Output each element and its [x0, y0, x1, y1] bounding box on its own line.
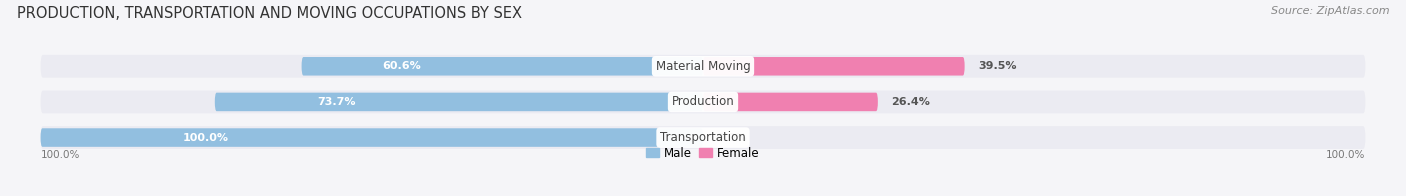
- Text: 26.4%: 26.4%: [891, 97, 929, 107]
- FancyBboxPatch shape: [41, 126, 1365, 149]
- Text: 100.0%: 100.0%: [1326, 150, 1365, 160]
- Legend: Male, Female: Male, Female: [641, 142, 765, 164]
- Text: Transportation: Transportation: [661, 131, 745, 144]
- Text: 73.7%: 73.7%: [318, 97, 356, 107]
- FancyBboxPatch shape: [41, 55, 1365, 78]
- Text: 0.0%: 0.0%: [716, 132, 747, 142]
- FancyBboxPatch shape: [301, 57, 703, 75]
- FancyBboxPatch shape: [703, 93, 877, 111]
- FancyBboxPatch shape: [41, 128, 703, 147]
- Text: Material Moving: Material Moving: [655, 60, 751, 73]
- FancyBboxPatch shape: [215, 93, 703, 111]
- Text: 60.6%: 60.6%: [382, 61, 422, 71]
- Text: 39.5%: 39.5%: [979, 61, 1017, 71]
- FancyBboxPatch shape: [703, 57, 965, 75]
- Text: 100.0%: 100.0%: [183, 132, 229, 142]
- Text: Production: Production: [672, 95, 734, 108]
- Text: PRODUCTION, TRANSPORTATION AND MOVING OCCUPATIONS BY SEX: PRODUCTION, TRANSPORTATION AND MOVING OC…: [17, 6, 522, 21]
- Text: Source: ZipAtlas.com: Source: ZipAtlas.com: [1271, 6, 1389, 16]
- Text: 100.0%: 100.0%: [41, 150, 80, 160]
- FancyBboxPatch shape: [41, 91, 1365, 113]
